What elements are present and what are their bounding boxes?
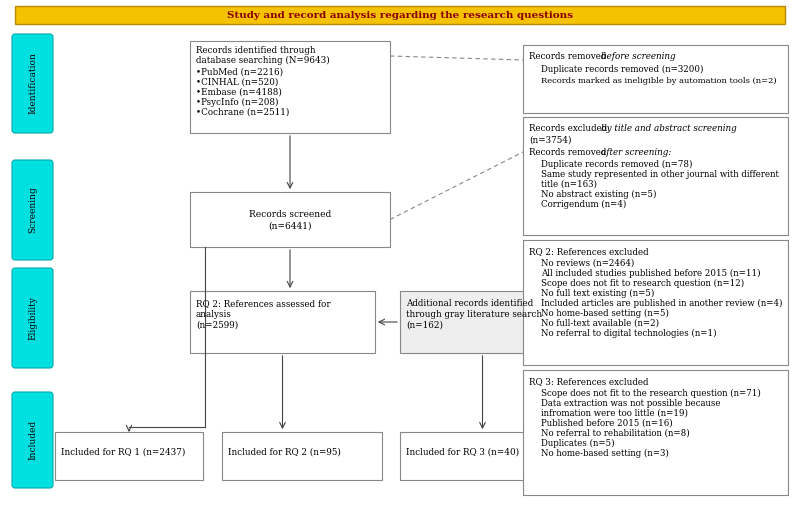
- Text: through gray literature search: through gray literature search: [406, 310, 542, 319]
- FancyBboxPatch shape: [12, 34, 53, 133]
- FancyBboxPatch shape: [190, 291, 375, 353]
- Text: Included: Included: [28, 420, 37, 460]
- Text: Included articles are published in another review (n=4): Included articles are published in anoth…: [541, 299, 782, 308]
- Text: Records marked as ineligible by automation tools (n=2): Records marked as ineligible by automati…: [541, 77, 777, 85]
- Text: Data extraction was not possible because: Data extraction was not possible because: [541, 399, 721, 408]
- FancyBboxPatch shape: [15, 6, 785, 24]
- Text: •Embase (n=4188): •Embase (n=4188): [196, 88, 282, 97]
- Text: Records identified through: Records identified through: [196, 46, 316, 55]
- Text: Scope does not fit to the research question (n=71): Scope does not fit to the research quest…: [541, 389, 761, 398]
- Text: Included for RQ 1 (n=2437): Included for RQ 1 (n=2437): [61, 447, 186, 457]
- FancyBboxPatch shape: [12, 160, 53, 260]
- Text: after screening:: after screening:: [601, 148, 671, 157]
- FancyBboxPatch shape: [523, 240, 788, 365]
- Text: Same study represented in other journal with different: Same study represented in other journal …: [541, 170, 779, 179]
- FancyBboxPatch shape: [12, 268, 53, 368]
- Text: Identification: Identification: [28, 53, 37, 115]
- Text: Records removed: Records removed: [529, 52, 609, 61]
- Text: All included studies published before 2015 (n=11): All included studies published before 20…: [541, 269, 761, 278]
- Text: RQ 2: References assessed for: RQ 2: References assessed for: [196, 299, 330, 308]
- Text: (n=2599): (n=2599): [196, 321, 238, 330]
- Text: No abstract existing (n=5): No abstract existing (n=5): [541, 190, 657, 199]
- Text: title (n=163): title (n=163): [541, 180, 597, 189]
- FancyBboxPatch shape: [55, 432, 203, 480]
- Text: Records removed: Records removed: [529, 148, 609, 157]
- Text: •Cochrane (n=2511): •Cochrane (n=2511): [196, 108, 290, 117]
- Text: Eligibility: Eligibility: [28, 296, 37, 340]
- Text: Screening: Screening: [28, 187, 37, 233]
- Text: Included for RQ 2 (n=95): Included for RQ 2 (n=95): [228, 447, 341, 457]
- Text: No referral to digital technologies (n=1): No referral to digital technologies (n=1…: [541, 329, 717, 338]
- Text: Published before 2015 (n=16): Published before 2015 (n=16): [541, 419, 673, 428]
- Text: infromation were too little (n=19): infromation were too little (n=19): [541, 409, 688, 418]
- FancyBboxPatch shape: [523, 45, 788, 113]
- Text: Duplicate records removed (n=78): Duplicate records removed (n=78): [541, 160, 693, 169]
- Text: by title and abstract screening: by title and abstract screening: [601, 124, 737, 133]
- Text: No home-based setting (n=3): No home-based setting (n=3): [541, 449, 669, 458]
- Text: (n=6441): (n=6441): [268, 222, 312, 231]
- Text: Additional records identified: Additional records identified: [406, 299, 534, 308]
- Text: analysis: analysis: [196, 310, 232, 319]
- Text: RQ 2: References excluded: RQ 2: References excluded: [529, 247, 649, 256]
- Text: database searching (N=9643): database searching (N=9643): [196, 56, 330, 65]
- Text: •PubMed (n=2216): •PubMed (n=2216): [196, 68, 283, 77]
- FancyBboxPatch shape: [523, 117, 788, 235]
- Text: Corrigendum (n=4): Corrigendum (n=4): [541, 200, 626, 209]
- Text: •PsycInfo (n=208): •PsycInfo (n=208): [196, 98, 278, 107]
- Text: No home-based setting (n=5): No home-based setting (n=5): [541, 309, 669, 318]
- Text: (n=162): (n=162): [406, 321, 443, 330]
- Text: No full-text available (n=2): No full-text available (n=2): [541, 319, 659, 328]
- Text: before screening: before screening: [601, 52, 676, 61]
- Text: Duplicates (n=5): Duplicates (n=5): [541, 439, 614, 448]
- Text: No referral to rehabilitation (n=8): No referral to rehabilitation (n=8): [541, 429, 690, 438]
- FancyBboxPatch shape: [400, 291, 565, 353]
- Text: Records screened: Records screened: [249, 210, 331, 219]
- Text: Study and record analysis regarding the research questions: Study and record analysis regarding the …: [227, 11, 573, 20]
- FancyBboxPatch shape: [222, 432, 382, 480]
- FancyBboxPatch shape: [523, 370, 788, 495]
- FancyBboxPatch shape: [12, 392, 53, 488]
- Text: Records excluded: Records excluded: [529, 124, 610, 133]
- Text: No reviews (n=2464): No reviews (n=2464): [541, 259, 634, 268]
- Text: (n=3754): (n=3754): [529, 136, 571, 145]
- Text: Included for RQ 3 (n=40): Included for RQ 3 (n=40): [406, 447, 519, 457]
- FancyBboxPatch shape: [190, 41, 390, 133]
- Text: RQ 3: References excluded: RQ 3: References excluded: [529, 377, 649, 386]
- FancyBboxPatch shape: [190, 192, 390, 247]
- Text: Scope does not fit to research question (n=12): Scope does not fit to research question …: [541, 279, 744, 288]
- Text: No full text existing (n=5): No full text existing (n=5): [541, 289, 654, 298]
- Text: Duplicate records removed (n=3200): Duplicate records removed (n=3200): [541, 65, 703, 74]
- FancyBboxPatch shape: [400, 432, 560, 480]
- Text: •CINHAL (n=520): •CINHAL (n=520): [196, 78, 278, 87]
